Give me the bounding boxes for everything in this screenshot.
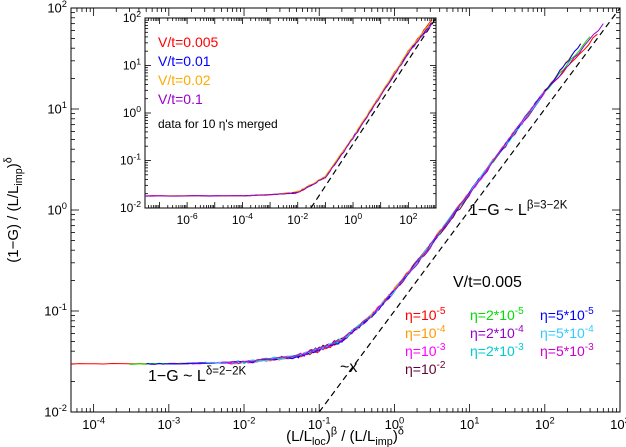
main-x-tick-label: 101​ [460, 416, 480, 432]
legend-entry: η=5*10-3​ [540, 342, 594, 359]
y-axis-title: (1−G) / (L/Limp)δ​ [3, 157, 26, 263]
main-x-tick-label: 10-4​ [82, 416, 105, 432]
main-series-line [204, 90, 546, 364]
main-x-tick-label: 10-2​ [233, 416, 256, 432]
annotation-linear: ~x [340, 359, 357, 376]
main-x-tick-label: 103​ [610, 416, 626, 432]
inset-legend-entry: V/t=0.1 [158, 91, 203, 107]
main-x-tick-label: 10-1​ [308, 416, 331, 432]
main-x-tick-label: 100​ [385, 416, 405, 432]
legend-entry: η=2*10-5​ [470, 306, 524, 323]
inset-series-line [145, 23, 433, 197]
inset-y-tick-label: 101​ [123, 57, 141, 73]
annotation-large-x: 1−G ~ Lβ=3−2K​ [469, 199, 568, 219]
legend-entry: η=5*10-5​ [540, 306, 594, 323]
inset-frame [144, 17, 437, 209]
legend-entry: η=10-4​ [405, 324, 446, 341]
main-x-tick-label: 10-3​ [157, 416, 180, 432]
legend-entry: η=10-3​ [405, 342, 446, 359]
main-legend: V/t=0.005 η=10-5​η=10-4​η=10-3​η=10-2​ η=2… [405, 274, 594, 377]
legend-entry: η=10-2​ [405, 360, 446, 377]
inset-x-tick-label: 100​ [344, 211, 362, 227]
legend-entry: η=10-5​ [405, 306, 446, 323]
inset-y-tick-label: 100​ [123, 104, 141, 120]
inset-legend-entry: V/t=0.02 [158, 72, 211, 88]
annotation-small-x: 1−G ~ Lδ=2−2K​ [148, 365, 246, 385]
legend-entry: η=5*10-4​ [540, 324, 594, 341]
main-y-tick-label: 102​ [47, 0, 67, 16]
inset-ticks [144, 17, 437, 209]
main-guide-line [318, 8, 620, 412]
main-y-tick-label: 10-1​ [44, 302, 67, 318]
inset-x-tick-label: 102​ [399, 211, 417, 227]
main-x-tick-label: 102​ [535, 416, 555, 432]
inset-plot: 10-6​ 10-4​ 10-2​ 100​ 102​ 10-2​ 10-1​ 100​ 101… [120, 9, 437, 227]
x-axis-title: (L/Lloc)β / (L/Limp)δ​ [286, 426, 404, 447]
inset-note: data for 10 η's merged [158, 117, 278, 131]
main-y-tick-label: 100​ [47, 201, 67, 217]
main-series-line [221, 90, 546, 365]
legend-title: V/t=0.005 [453, 274, 522, 291]
inset-y-tick-label: 102​ [123, 9, 141, 25]
inset-y-tick-label: 10-2​ [120, 199, 141, 215]
legend-entry: η=2*10-3​ [470, 342, 524, 359]
inset-legend: V/t=0.005 V/t=0.01 V/t=0.02 V/t=0.1 data for… [158, 34, 278, 131]
inset-legend-entry: V/t=0.005 [158, 34, 219, 50]
inset-legend-entry: V/t=0.01 [158, 53, 211, 69]
main-y-tick-label: 10-2​ [44, 403, 67, 419]
legend-entry: η=2*10-4​ [470, 324, 524, 341]
inset-x-tick-label: 10-4​ [232, 211, 253, 227]
inset-x-tick-label: 10-6​ [177, 211, 198, 227]
inset-y-tick-label: 10-1​ [120, 152, 141, 168]
main-y-tick-label: 101​ [47, 100, 67, 116]
inset-guide-line [310, 18, 436, 208]
main-ticks [70, 7, 621, 413]
inset-x-tick-label: 10-2​ [287, 211, 308, 227]
